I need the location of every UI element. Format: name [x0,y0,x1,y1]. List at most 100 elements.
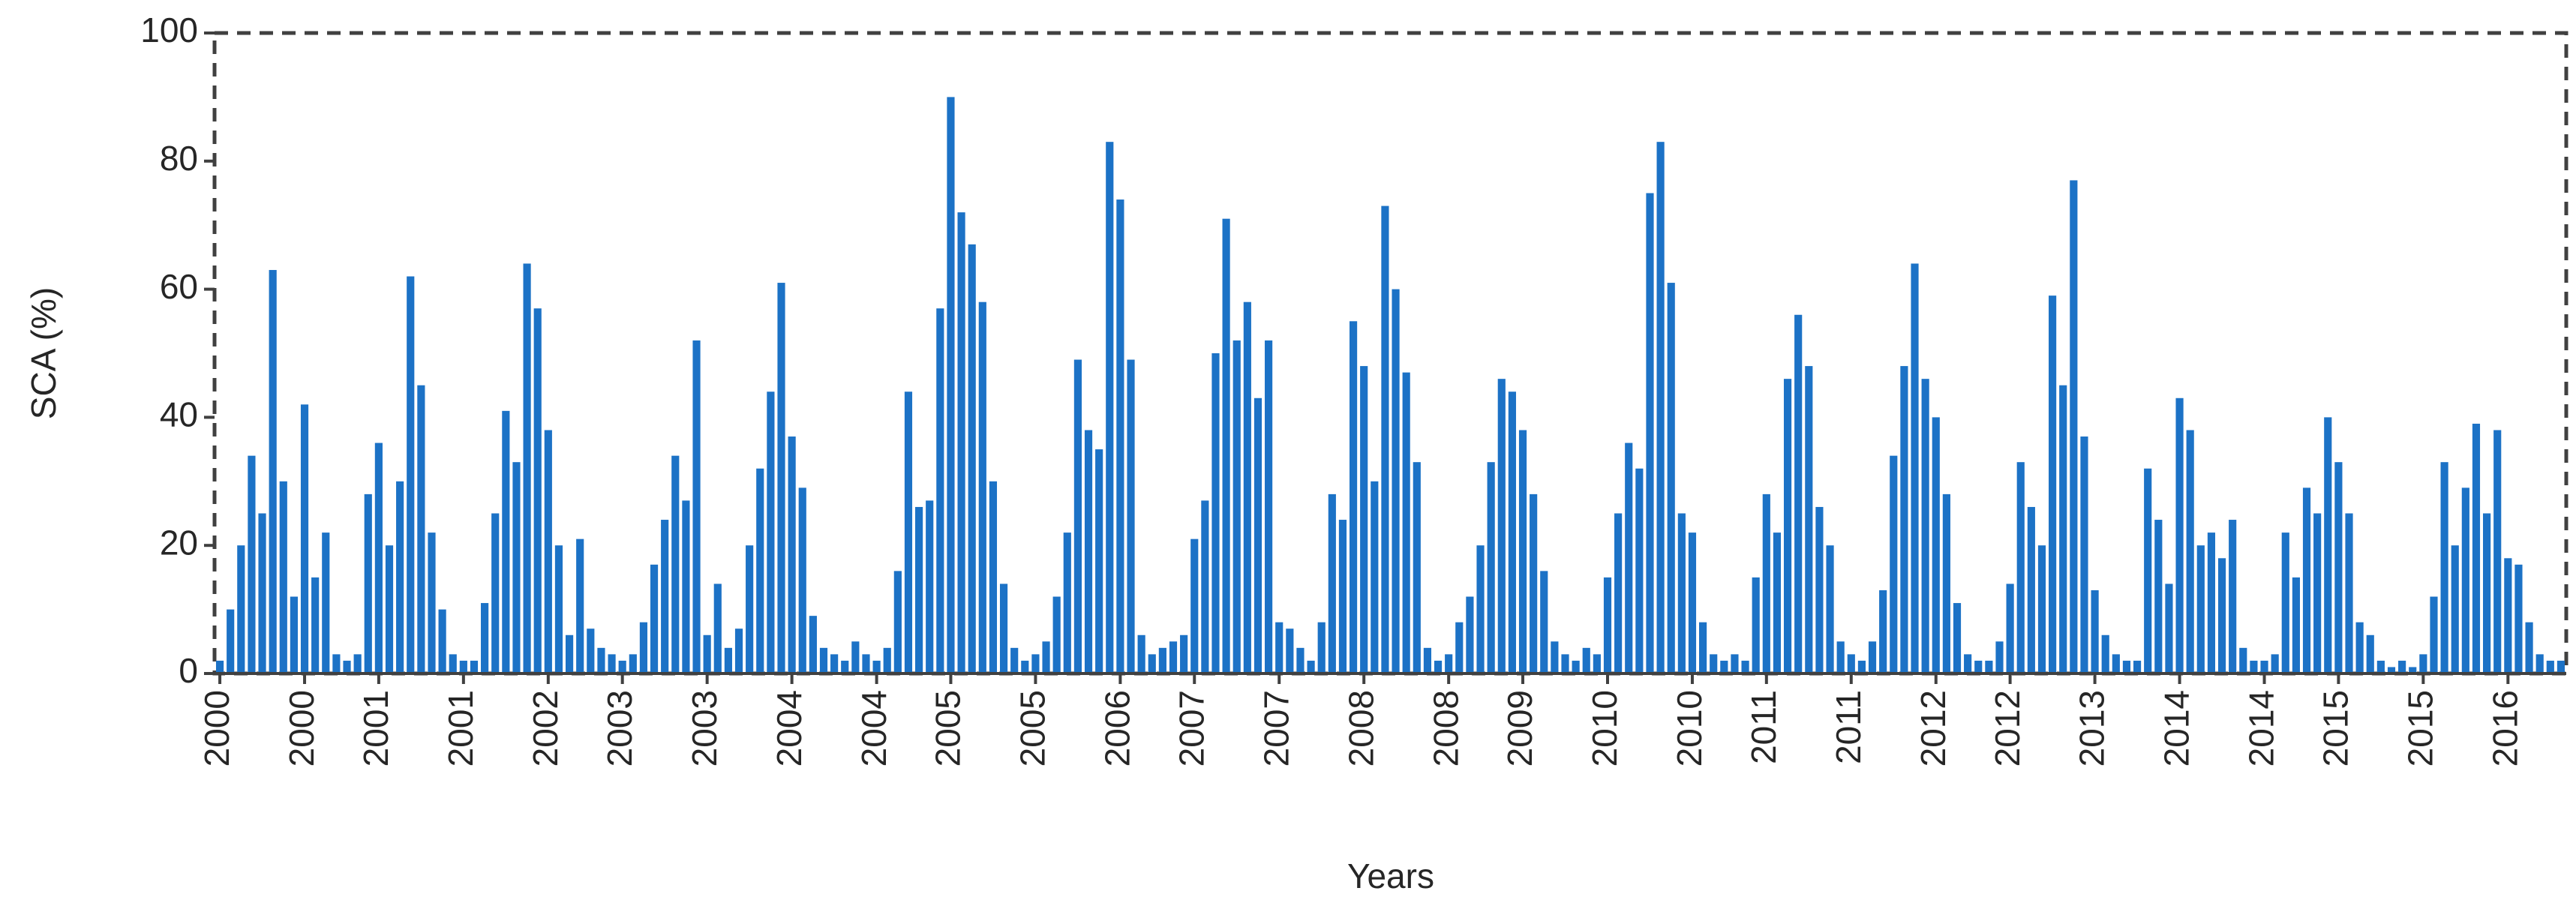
bar [353,654,362,674]
bar [1021,660,1029,674]
bar [1794,314,1803,674]
y-tick-label: 40 [160,395,198,434]
bar [767,392,775,674]
bar [2281,532,2289,674]
bar [1328,494,1336,674]
bar [2133,660,2142,674]
bar [2334,462,2343,674]
bar [1169,641,1178,674]
bar [2186,430,2194,674]
x-tick-label: 2007 [1172,690,1211,766]
bar [1667,283,1675,674]
bar [1932,417,1940,674]
bar [544,430,552,674]
bar [1158,647,1166,674]
x-tick-label: 2002 [526,690,565,766]
bar [851,641,860,674]
bar [883,647,891,674]
bar [2313,513,2322,674]
bar [1699,622,1707,674]
x-tick-label: 2005 [929,690,968,766]
bar [777,283,785,674]
x-tick-label: 2010 [1670,690,1709,766]
bar [1434,660,1443,674]
bar [1487,462,1495,674]
x-tick-label: 2016 [2485,690,2524,766]
bar [661,520,669,674]
bar [2217,558,2226,674]
bar [1349,321,1358,674]
bar [1508,392,1516,674]
bar [1445,654,1453,674]
bar [1211,353,1220,674]
x-tick-label: 2015 [2401,690,2440,766]
bar [1095,449,1103,674]
x-tick-label: 2001 [356,690,395,766]
bar [819,647,828,674]
bar [2292,577,2300,674]
x-tick-label: 2003 [685,690,724,766]
bar [1773,532,1782,674]
bar [311,577,320,674]
bar [1466,596,1474,674]
bar [2504,558,2512,674]
bar [926,500,934,674]
bar [597,647,605,674]
bar [407,276,415,674]
bar [1286,628,1294,674]
bar [2016,462,2025,674]
bar [396,481,404,674]
y-tick-label: 0 [179,651,198,690]
bar [1530,494,1538,674]
bar [1879,590,1887,674]
bar [1540,571,1548,674]
bar [756,468,764,674]
bar [1402,372,1410,674]
x-tick-label: 2011 [1744,690,1783,764]
bar [1572,660,1580,674]
bar [491,513,500,674]
bar [1995,641,2004,674]
bar [989,481,998,674]
x-tick-label: 2004 [854,690,893,766]
bar [947,97,955,674]
bar [798,488,806,674]
bar [1497,379,1506,674]
bar [1656,142,1665,674]
bar [1296,647,1305,674]
bar [862,654,870,674]
x-axis-title: Years [1347,856,1434,896]
bar [2260,660,2268,674]
bar [2419,654,2427,674]
bar [2154,520,2163,674]
bar [692,340,701,674]
bar [2037,545,2046,674]
bar [2430,596,2438,674]
bar [512,462,521,674]
y-tick-label: 100 [140,10,198,50]
bar [629,654,637,674]
bar [1338,520,1347,674]
bar [2366,634,2374,674]
bar [650,564,659,674]
bar [639,622,648,674]
bar [2101,634,2109,674]
bar [957,212,965,674]
bar [2376,660,2385,674]
bar [682,500,690,674]
bar [2196,545,2205,674]
bar [1635,468,1644,674]
bar [2207,532,2216,674]
bar [1253,398,1262,674]
bar [1985,660,1993,674]
bar [1180,634,1188,674]
bar [978,302,986,674]
bar [1360,366,1368,674]
bar [2302,488,2311,674]
bar [2027,506,2035,674]
y-tick-label: 20 [160,523,198,562]
bar [1148,654,1156,674]
bar [470,660,479,674]
bar [841,660,849,674]
bar [227,609,235,674]
